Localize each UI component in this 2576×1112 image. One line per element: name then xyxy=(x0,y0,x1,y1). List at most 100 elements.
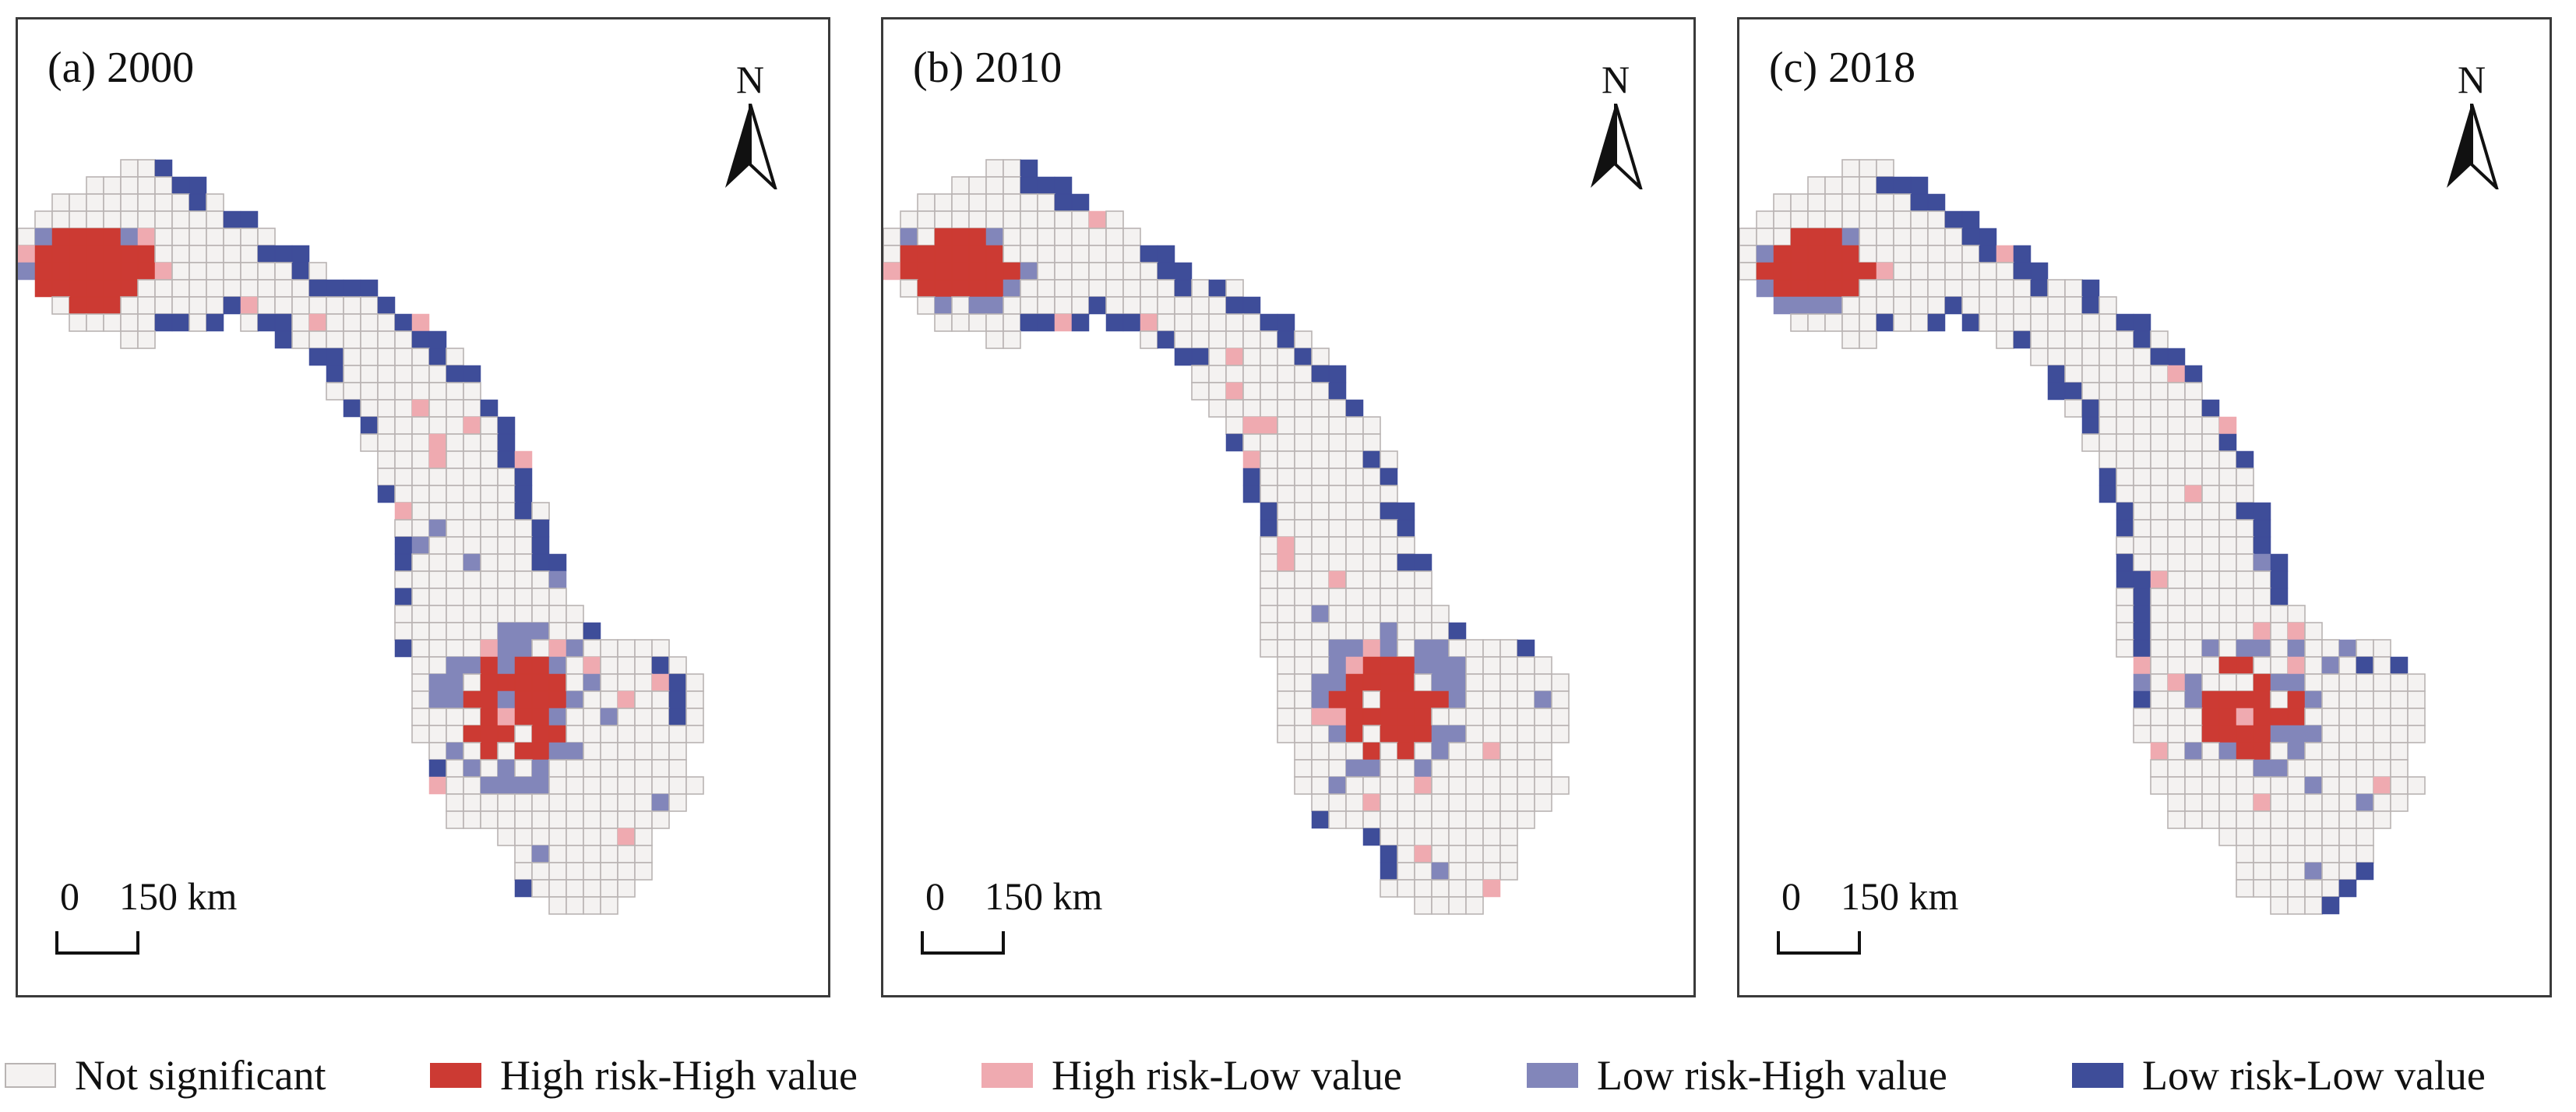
grid-cell xyxy=(1876,228,1894,246)
grid-cell xyxy=(968,262,987,281)
grid-cell xyxy=(154,210,173,229)
grid-cell xyxy=(583,673,601,692)
grid-cell xyxy=(2218,673,2237,692)
grid-cell xyxy=(1208,279,1227,298)
grid-cell xyxy=(917,228,936,246)
grid-cell xyxy=(34,210,53,229)
grid-cell xyxy=(206,210,224,229)
grid-cell xyxy=(1465,690,1484,709)
grid-cell xyxy=(1242,399,1261,418)
grid-cell xyxy=(1242,433,1261,452)
grid-cell xyxy=(1260,536,1278,555)
grid-cell xyxy=(1380,639,1398,658)
grid-cell xyxy=(600,845,618,863)
grid-cell xyxy=(240,279,259,298)
grid-cell xyxy=(480,433,499,452)
grid-cell xyxy=(2356,708,2374,726)
grid-cell xyxy=(223,210,241,229)
grid-cell xyxy=(1893,228,1912,246)
grid-cell xyxy=(2304,639,2323,658)
grid-cell xyxy=(1157,262,1175,281)
grid-cell xyxy=(2321,879,2340,898)
grid-cell xyxy=(531,708,550,726)
grid-cell xyxy=(1380,553,1398,572)
grid-cell xyxy=(1910,313,1929,332)
grid-cell xyxy=(1465,759,1484,778)
grid-cell xyxy=(411,416,430,435)
grid-cell xyxy=(446,416,464,435)
grid-cell xyxy=(2321,759,2340,778)
grid-cell xyxy=(189,279,207,298)
grid-cell xyxy=(1534,673,1552,692)
grid-cell xyxy=(2030,313,2049,332)
grid-cell xyxy=(2167,656,2186,675)
grid-cell xyxy=(189,245,207,263)
grid-cell xyxy=(1482,828,1501,846)
grid-cell xyxy=(2321,708,2340,726)
grid-cell xyxy=(548,553,567,572)
grid-cell xyxy=(2218,793,2237,812)
grid-cell xyxy=(103,262,122,281)
grid-cell xyxy=(2201,708,2220,726)
scale-bar: 0 150 km xyxy=(49,877,237,962)
grid-cell xyxy=(2201,485,2220,503)
grid-cell xyxy=(951,313,970,332)
grid-cell xyxy=(1311,382,1330,401)
grid-cell xyxy=(917,245,936,263)
grid-cell xyxy=(2338,690,2357,709)
grid-cell xyxy=(1260,502,1278,521)
grid-cell xyxy=(548,896,567,915)
grid-cell xyxy=(1482,810,1501,829)
grid-cell xyxy=(497,588,516,606)
grid-cell xyxy=(2150,553,2169,572)
grid-cell xyxy=(1499,708,1518,726)
grid-cell xyxy=(1260,553,1278,572)
grid-cell xyxy=(463,742,481,761)
grid-cell xyxy=(514,605,533,623)
grid-cell xyxy=(2270,622,2289,641)
grid-cell xyxy=(1380,468,1398,486)
grid-cell xyxy=(274,262,293,281)
grid-cell xyxy=(548,725,567,743)
grid-cell xyxy=(1996,279,2014,298)
grid-cell xyxy=(1380,845,1398,863)
grid-cell xyxy=(1294,690,1313,709)
grid-cell xyxy=(2099,382,2117,401)
grid-cell xyxy=(1003,159,1021,178)
north-arrow: N xyxy=(719,60,781,192)
grid-cell xyxy=(2099,296,2117,315)
grid-cell xyxy=(548,845,567,863)
grid-cell xyxy=(1534,725,1552,743)
grid-cell xyxy=(154,296,173,315)
grid-cell xyxy=(2253,502,2271,521)
grid-cell xyxy=(1242,416,1261,435)
grid-cell xyxy=(634,845,653,863)
grid-cell xyxy=(1345,776,1364,795)
grid-cell xyxy=(394,365,413,383)
grid-cell xyxy=(1380,708,1398,726)
grid-cell xyxy=(326,313,344,332)
grid-cell xyxy=(2064,313,2083,332)
grid-cell xyxy=(2218,433,2237,452)
grid-cell xyxy=(2150,690,2169,709)
grid-cell xyxy=(1294,742,1313,761)
legend-swatch xyxy=(2072,1063,2123,1088)
grid-cell xyxy=(1088,262,1107,281)
grid-cell xyxy=(1311,622,1330,641)
grid-cell xyxy=(1122,245,1141,263)
grid-cell xyxy=(1448,759,1467,778)
grid-cell xyxy=(1071,296,1090,315)
grid-cell xyxy=(1517,708,1535,726)
grid-cell xyxy=(171,210,190,229)
grid-cell xyxy=(428,502,447,521)
grid-cell xyxy=(1807,193,1826,212)
grid-cell xyxy=(497,450,516,469)
grid-cell xyxy=(900,279,918,298)
grid-cell xyxy=(2133,708,2151,726)
grid-cell xyxy=(2338,828,2357,846)
grid-cell xyxy=(2167,399,2186,418)
grid-cell xyxy=(1328,605,1347,623)
grid-cell xyxy=(18,245,36,263)
grid-cell xyxy=(411,553,430,572)
grid-cell xyxy=(1294,348,1313,366)
